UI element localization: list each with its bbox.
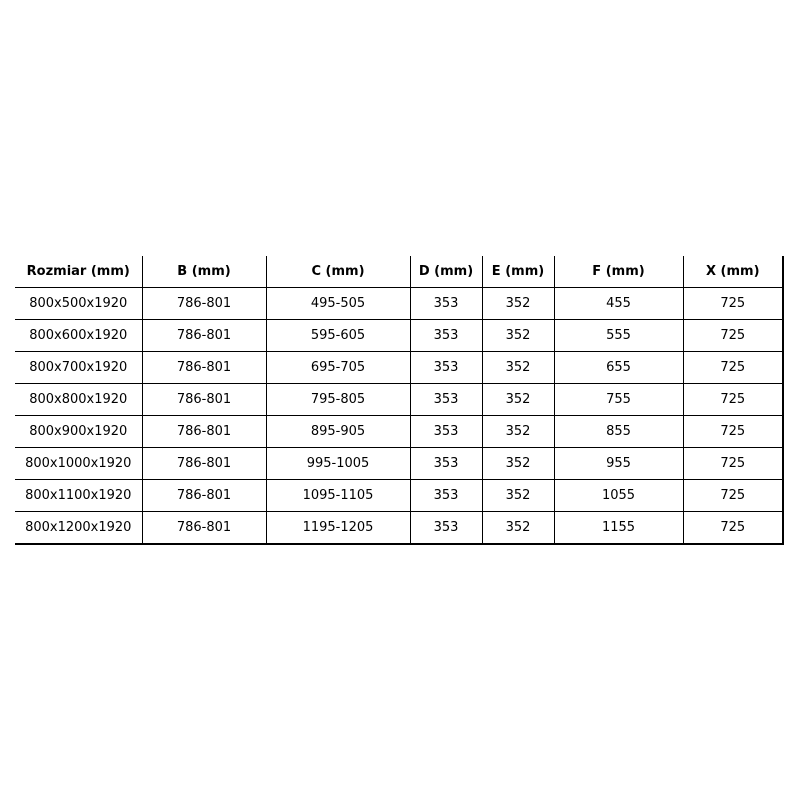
table-cell: 800x1200x1920 xyxy=(15,511,142,545)
table-cell: 786-801 xyxy=(141,415,266,448)
column-header: D (mm) xyxy=(409,256,482,288)
table-cell: 800x900x1920 xyxy=(15,415,142,448)
column-header: Rozmiar (mm) xyxy=(15,256,142,288)
table-cell: 800x1000x1920 xyxy=(15,447,142,480)
table-cell: 725 xyxy=(682,447,784,480)
table-cell: 655 xyxy=(553,351,683,384)
table-cell: 352 xyxy=(481,511,554,545)
table-cell: 495-505 xyxy=(265,287,410,320)
table-cell: 725 xyxy=(682,287,784,320)
table-cell: 725 xyxy=(682,351,784,384)
table-row: 800x500x1920 786-801 495-505 353 352 455 725 xyxy=(15,287,784,320)
table-cell: 352 xyxy=(481,415,554,448)
table-cell: 800x500x1920 xyxy=(15,287,142,320)
table-cell: 352 xyxy=(481,479,554,512)
table-cell: 352 xyxy=(481,319,554,352)
table-cell: 353 xyxy=(409,479,482,512)
table-row: 800x1000x1920 786-801 995-1005 353 352 955 725 xyxy=(15,447,784,480)
column-header: B (mm) xyxy=(141,256,266,288)
table-cell: 352 xyxy=(481,287,554,320)
table-cell: 352 xyxy=(481,383,554,416)
table-cell: 353 xyxy=(409,383,482,416)
column-header: X (mm) xyxy=(682,256,784,288)
table-cell: 595-605 xyxy=(265,319,410,352)
table-cell: 1095-1105 xyxy=(265,479,410,512)
table-row: 800x900x1920 786-801 895-905 353 352 855 725 xyxy=(15,415,784,448)
column-header: F (mm) xyxy=(553,256,683,288)
table-row: 800x700x1920 786-801 695-705 353 352 655 725 xyxy=(15,351,784,384)
table-cell: 353 xyxy=(409,511,482,545)
table-row: 800x800x1920 786-801 795-805 353 352 755 725 xyxy=(15,383,784,416)
dimensions-table: Rozmiar (mm) B (mm) C (mm) D (mm) E (mm) F (m… xyxy=(15,256,784,545)
table-cell: 725 xyxy=(682,319,784,352)
table-cell: 786-801 xyxy=(141,383,266,416)
table-cell: 353 xyxy=(409,447,482,480)
table-cell: 800x600x1920 xyxy=(15,319,142,352)
table-cell: 955 xyxy=(553,447,683,480)
table-cell: 786-801 xyxy=(141,447,266,480)
header-row: Rozmiar (mm) B (mm) C (mm) D (mm) E (mm) F (m… xyxy=(15,256,784,288)
table-row: 800x1100x1920 786-801 1095-1105 353 352 1055 7… xyxy=(15,479,784,512)
table-cell: 755 xyxy=(553,383,683,416)
table-cell: 725 xyxy=(682,479,784,512)
table-cell: 786-801 xyxy=(141,351,266,384)
table-cell: 695-705 xyxy=(265,351,410,384)
table-cell: 725 xyxy=(682,511,784,545)
table-cell: 786-801 xyxy=(141,511,266,545)
table-cell: 352 xyxy=(481,351,554,384)
table-cell: 786-801 xyxy=(141,479,266,512)
column-header: E (mm) xyxy=(481,256,554,288)
column-header: C (mm) xyxy=(265,256,410,288)
table-cell: 795-805 xyxy=(265,383,410,416)
table-cell: 800x1100x1920 xyxy=(15,479,142,512)
table-cell: 786-801 xyxy=(141,319,266,352)
table-cell: 1195-1205 xyxy=(265,511,410,545)
table-cell: 353 xyxy=(409,351,482,384)
table-cell: 800x700x1920 xyxy=(15,351,142,384)
table-cell: 995-1005 xyxy=(265,447,410,480)
table-row: 800x1200x1920 786-801 1195-1205 353 352 1155 7… xyxy=(15,511,784,545)
table-cell: 555 xyxy=(553,319,683,352)
table-cell: 353 xyxy=(409,287,482,320)
table-cell: 786-801 xyxy=(141,287,266,320)
table-cell: 455 xyxy=(553,287,683,320)
table-row: 800x600x1920 786-801 595-605 353 352 555 725 xyxy=(15,319,784,352)
table-cell: 352 xyxy=(481,447,554,480)
table-cell: 353 xyxy=(409,415,482,448)
table-cell: 1155 xyxy=(553,511,683,545)
table-cell: 800x800x1920 xyxy=(15,383,142,416)
table-cell: 353 xyxy=(409,319,482,352)
table-cell: 1055 xyxy=(553,479,683,512)
table-cell: 725 xyxy=(682,415,784,448)
table-cell: 895-905 xyxy=(265,415,410,448)
table-cell: 855 xyxy=(553,415,683,448)
table-cell: 725 xyxy=(682,383,784,416)
